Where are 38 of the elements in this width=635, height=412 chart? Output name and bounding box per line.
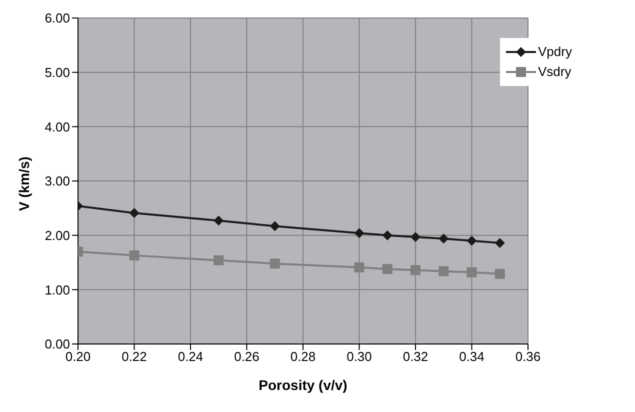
- x-tick-label: 0.26: [234, 349, 260, 364]
- point: [129, 250, 140, 260]
- point: [382, 230, 392, 240]
- point: [410, 232, 420, 242]
- x-tick-label: 0.22: [122, 349, 147, 364]
- y-tick-label: 2.00: [44, 228, 70, 243]
- point: [410, 265, 420, 276]
- y-tick-label: 4.00: [44, 119, 70, 134]
- x-tick-label: 0.28: [290, 349, 316, 364]
- point: [129, 208, 140, 218]
- point: [466, 267, 477, 278]
- y-tick-label: 5.00: [44, 64, 70, 80]
- x-tick-label: 0.30: [346, 349, 372, 364]
- y-tick-label: 3.00: [44, 174, 70, 189]
- x-tick-label: 0.20: [65, 349, 91, 364]
- y-tick-label: 6.00: [44, 10, 70, 26]
- point: [354, 262, 364, 272]
- point: [438, 266, 449, 276]
- x-axis-title: Porosity (v/v): [258, 377, 348, 393]
- point: [438, 234, 449, 244]
- y-tick-label: 1.00: [44, 282, 70, 298]
- point: [466, 236, 477, 246]
- legend-label: Vsdry: [538, 63, 572, 81]
- point: [214, 216, 224, 226]
- point: [494, 238, 505, 248]
- x-tick-label: 0.24: [178, 349, 204, 364]
- legend-label: Vpdry: [538, 43, 572, 61]
- point: [382, 264, 392, 274]
- point: [270, 258, 280, 269]
- x-tick-label: 0.32: [402, 349, 428, 364]
- y-tick-label: 0.00: [44, 336, 70, 352]
- y-axis-title: V (km/s): [16, 156, 32, 211]
- point: [214, 255, 224, 266]
- point: [494, 268, 505, 279]
- point: [270, 221, 280, 232]
- x-tick-label: 0.34: [459, 349, 484, 364]
- x-tick-label: 0.36: [515, 349, 541, 364]
- point: [354, 228, 364, 238]
